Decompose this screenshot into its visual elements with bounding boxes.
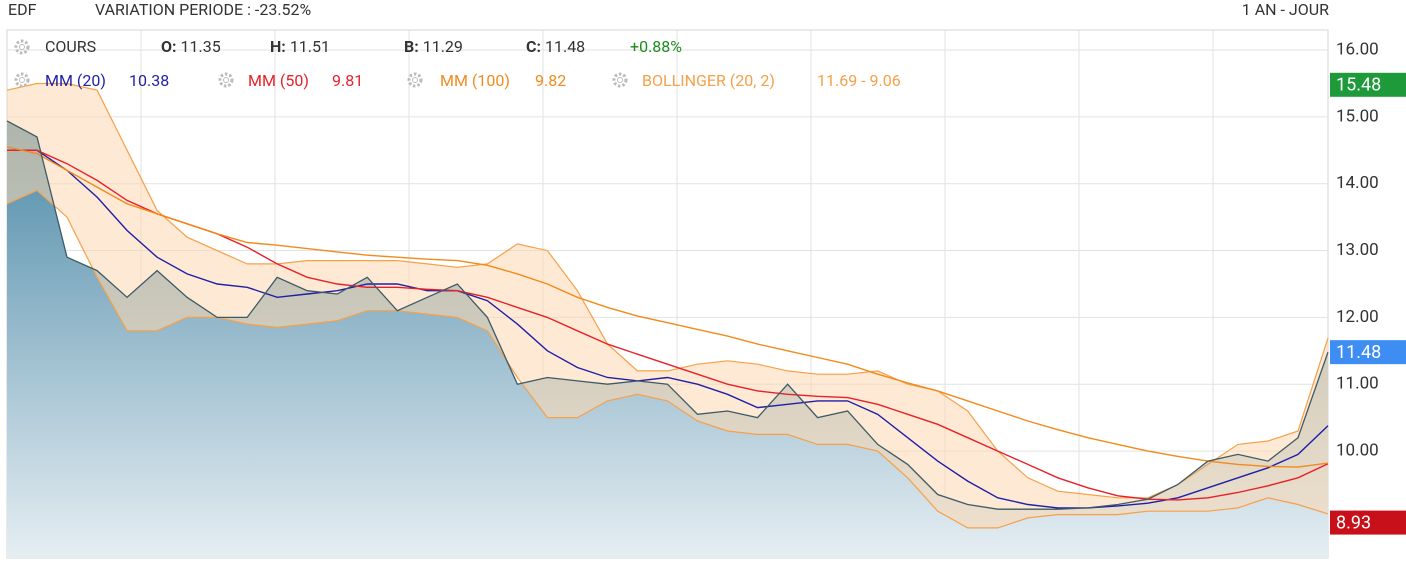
legend-label: MM (100) <box>440 71 510 90</box>
price-tag <box>1330 340 1406 365</box>
legend-value: 9.81 <box>332 71 363 90</box>
settings-icon-hole <box>19 77 25 83</box>
y-tick-label: 16.00 <box>1336 40 1379 60</box>
ohlc-item: O: 11.35 <box>161 37 221 56</box>
settings-icon-hole <box>617 77 623 83</box>
settings-icon[interactable] <box>218 72 234 88</box>
ohlc-label: H: <box>270 37 286 56</box>
ohlc-label: O: <box>161 37 177 56</box>
ohlc-item: C: 11.48 <box>526 37 585 56</box>
ohlc-item: H: 11.51 <box>270 37 330 56</box>
ohlc-label: B: <box>404 37 419 56</box>
ohlc-item: B: 11.29 <box>404 37 463 56</box>
y-tick-label: 14.00 <box>1336 173 1379 193</box>
bollinger-band <box>7 83 1328 528</box>
y-tick-label: 15.00 <box>1336 106 1379 126</box>
change-value: +0.88% <box>630 37 682 56</box>
legend-value: 9.82 <box>535 71 566 90</box>
legend-value: 10.38 <box>129 71 169 90</box>
y-tick-label: 11.00 <box>1336 374 1379 394</box>
y-tick-label: 13.00 <box>1336 240 1379 260</box>
legend-label: MM (20) <box>45 71 106 90</box>
price-tag-label: 15.48 <box>1336 75 1381 96</box>
moving-average-line <box>7 149 1329 509</box>
legend-label: COURS <box>45 37 96 56</box>
moving-average-line <box>7 149 1329 501</box>
ohlc-value: 11.48 <box>545 37 585 56</box>
price-tag <box>1330 510 1406 535</box>
settings-icon[interactable] <box>14 39 30 55</box>
moving-average-line <box>6 146 1329 468</box>
legend-value: 11.69 - 9.06 <box>817 71 901 90</box>
ticker: EDF <box>8 0 37 19</box>
ohlc-value: 11.51 <box>290 37 330 56</box>
price-tag-label: 8.93 <box>1336 512 1371 533</box>
legend-label: MM (50) <box>248 71 309 90</box>
settings-icon[interactable] <box>14 72 30 88</box>
y-tick-label: 12.00 <box>1336 307 1379 327</box>
legend-label: BOLLINGER (20, 2) <box>642 71 775 90</box>
settings-icon-hole <box>19 44 25 50</box>
price-tag <box>1330 72 1406 97</box>
period-selector[interactable]: 1 AN - JOUR <box>1242 0 1329 19</box>
settings-icon-hole <box>223 77 229 83</box>
bollinger-upper <box>6 82 1329 499</box>
period-variation: VARIATION PERIODE : -23.52% <box>95 0 312 19</box>
price-line <box>6 120 1329 510</box>
settings-icon[interactable] <box>407 72 423 88</box>
bollinger-lower <box>6 189 1329 529</box>
ohlc-value: 11.35 <box>181 37 221 56</box>
settings-icon[interactable] <box>612 72 628 88</box>
price-tag-label: 11.48 <box>1336 342 1381 363</box>
y-tick-label: 10.00 <box>1336 441 1379 461</box>
price-area <box>7 120 1328 559</box>
ohlc-value: 11.29 <box>423 37 463 56</box>
settings-icon-hole <box>412 77 418 83</box>
ohlc-label: C: <box>526 37 541 56</box>
